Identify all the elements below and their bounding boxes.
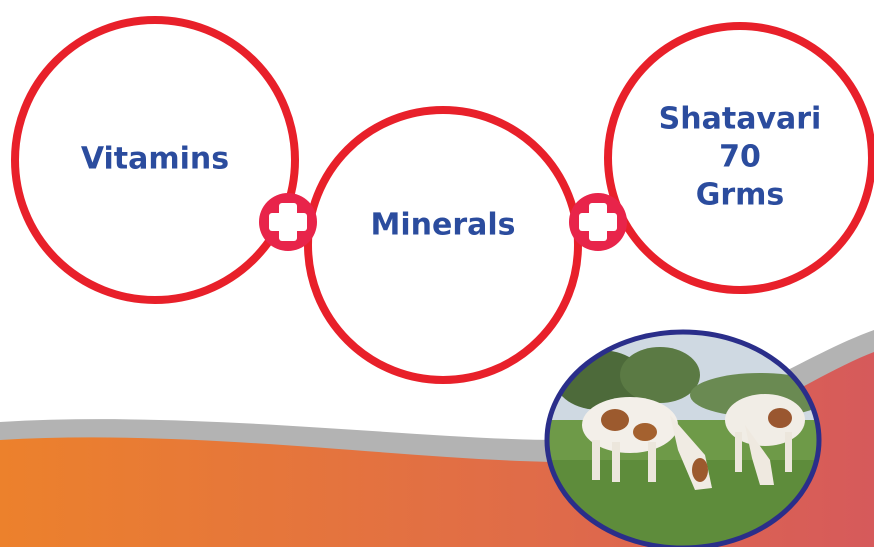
circle-label: Vitamins xyxy=(81,142,229,177)
plus-icon xyxy=(569,193,627,251)
circle-minerals xyxy=(308,110,578,380)
circle-label: Shatavari xyxy=(659,102,822,137)
circle-label: Grms xyxy=(696,178,785,213)
circle-label: Minerals xyxy=(370,208,515,243)
plus-icon xyxy=(259,193,317,251)
page: Vitamins Minerals Shatavari70Grms xyxy=(0,0,874,547)
circle-label: 70 xyxy=(719,140,761,175)
